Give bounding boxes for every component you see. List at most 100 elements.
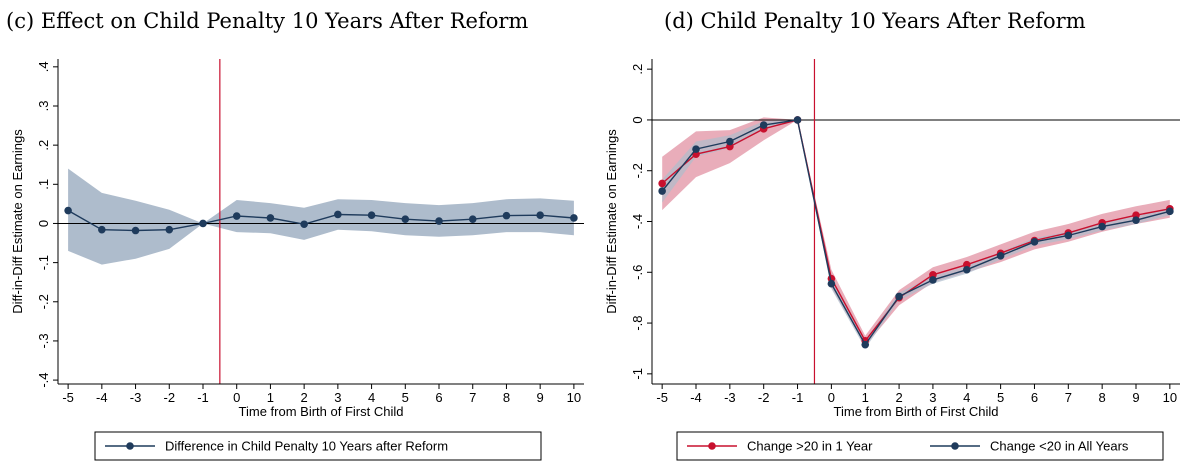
y-axis-label: Diff-in-Diff Estimate on Earnings — [604, 129, 619, 314]
data-point — [1064, 231, 1073, 240]
x-tick-label: 0 — [233, 390, 240, 405]
x-tick-label: -2 — [163, 390, 175, 405]
legend-box — [676, 431, 1164, 461]
y-tick-label: .2 — [630, 64, 645, 75]
x-tick-label: 2 — [895, 390, 902, 405]
y-tick-label: -.2 — [630, 163, 645, 178]
x-tick-label: 3 — [929, 390, 936, 405]
data-point — [401, 215, 410, 223]
x-axis-label: Time from Birth of First Child — [834, 404, 999, 419]
x-tick-label: -4 — [690, 390, 702, 405]
data-point — [726, 137, 734, 146]
y-tick-label: -1 — [630, 368, 645, 380]
x-tick-label: 7 — [469, 390, 476, 405]
data-point — [1030, 238, 1039, 246]
x-tick-label: 1 — [267, 390, 274, 405]
data-point — [468, 215, 477, 223]
x-tick-label: 10 — [567, 390, 581, 405]
data-point — [165, 225, 174, 234]
series-line-0 — [661, 119, 1170, 343]
y-tick-label: -.4 — [36, 372, 51, 387]
data-point — [793, 116, 802, 124]
x-tick-label: 0 — [828, 390, 835, 405]
data-point — [98, 225, 106, 234]
x-tick-label: 6 — [1031, 390, 1038, 405]
data-point — [570, 214, 578, 222]
x-tick-label: 4 — [368, 390, 375, 405]
data-point — [658, 179, 666, 188]
series-line-0 — [67, 209, 574, 232]
x-tick-label: -5 — [62, 390, 74, 405]
x-tick-label: 5 — [997, 390, 1004, 405]
legend-marker-key — [951, 442, 959, 450]
data-point — [232, 212, 241, 220]
data-point — [435, 217, 443, 225]
data-point — [502, 211, 511, 220]
x-tick-label: 8 — [503, 390, 510, 405]
y-tick-label: -.4 — [630, 214, 645, 229]
series-line-1 — [661, 119, 1170, 346]
chart-title: (c) Effect on Child Penalty 10 Years Aft… — [6, 9, 528, 33]
legend: Difference in Child Penalty 10 Years aft… — [94, 431, 542, 461]
chart-title: (d) Child Penalty 10 Years After Reform — [664, 9, 1086, 33]
x-tick-label: -2 — [758, 390, 770, 405]
y-tick-label: -.3 — [36, 333, 51, 348]
y-tick-label: -.1 — [36, 255, 51, 270]
legend: Change >20 in 1 Year Change <20 in All Ye… — [676, 431, 1164, 461]
x-tick-label: 9 — [1132, 390, 1139, 405]
legend-marker-key — [708, 442, 716, 450]
y-axis-label: Diff-in-Diff Estimate on Earnings — [10, 129, 25, 314]
y-tick-label: .3 — [36, 101, 51, 112]
x-tick-label: -1 — [197, 390, 209, 405]
data-point — [334, 210, 342, 219]
x-tick-label: 7 — [1065, 390, 1072, 405]
data-point — [300, 220, 308, 229]
data-point — [759, 121, 768, 129]
x-axis-label: Time from Birth of First Child — [239, 404, 404, 419]
y-tick-label: -.6 — [630, 265, 645, 280]
legend-entry-label: Difference in Child Penalty 10 Years aft… — [165, 439, 448, 454]
x-tick-label: -1 — [792, 390, 804, 405]
data-point — [367, 211, 376, 220]
x-tick-label: -3 — [130, 390, 142, 405]
legend-marker-key — [126, 442, 134, 450]
x-tick-label: 5 — [402, 390, 409, 405]
data-point — [536, 211, 544, 220]
x-tick-label: 6 — [435, 390, 442, 405]
chart-panel-d: (d) Child Penalty 10 Years After Reform -… — [604, 9, 1180, 461]
legend-box — [94, 431, 542, 461]
x-tick-label: 2 — [301, 390, 308, 405]
data-point — [929, 276, 937, 284]
data-point — [861, 340, 870, 349]
data-point — [266, 214, 275, 222]
x-tick-label: 4 — [963, 390, 970, 405]
legend-entry-label: Change <20 in All Years — [990, 439, 1129, 454]
legend-entry-label: Change >20 in 1 Year — [747, 439, 873, 454]
y-tick-label: .4 — [36, 61, 51, 72]
data-point — [692, 145, 700, 153]
x-tick-label: 8 — [1099, 390, 1106, 405]
x-tick-label: 1 — [862, 390, 869, 405]
y-tick-label: 0 — [36, 220, 51, 227]
data-point — [895, 292, 903, 301]
data-point — [996, 251, 1005, 260]
x-tick-label: -3 — [724, 390, 736, 405]
y-tick-label: -.2 — [36, 294, 51, 309]
data-point — [64, 206, 72, 215]
data-point — [1166, 207, 1174, 216]
data-point — [1098, 222, 1106, 231]
x-tick-label: -4 — [96, 390, 108, 405]
chart-panel-c: (c) Effect on Child Penalty 10 Years Aft… — [6, 9, 584, 461]
data-point — [131, 226, 140, 235]
x-tick-label: -5 — [656, 390, 668, 405]
data-point — [199, 219, 207, 228]
data-point — [827, 279, 836, 288]
data-point — [962, 265, 971, 274]
y-tick-label: .1 — [36, 179, 51, 190]
confidence-band-series-0 — [68, 168, 574, 265]
y-tick-label: .2 — [36, 140, 51, 151]
x-tick-label: 9 — [537, 390, 544, 405]
y-tick-label: -.8 — [630, 315, 645, 330]
x-tick-label: 3 — [334, 390, 341, 405]
